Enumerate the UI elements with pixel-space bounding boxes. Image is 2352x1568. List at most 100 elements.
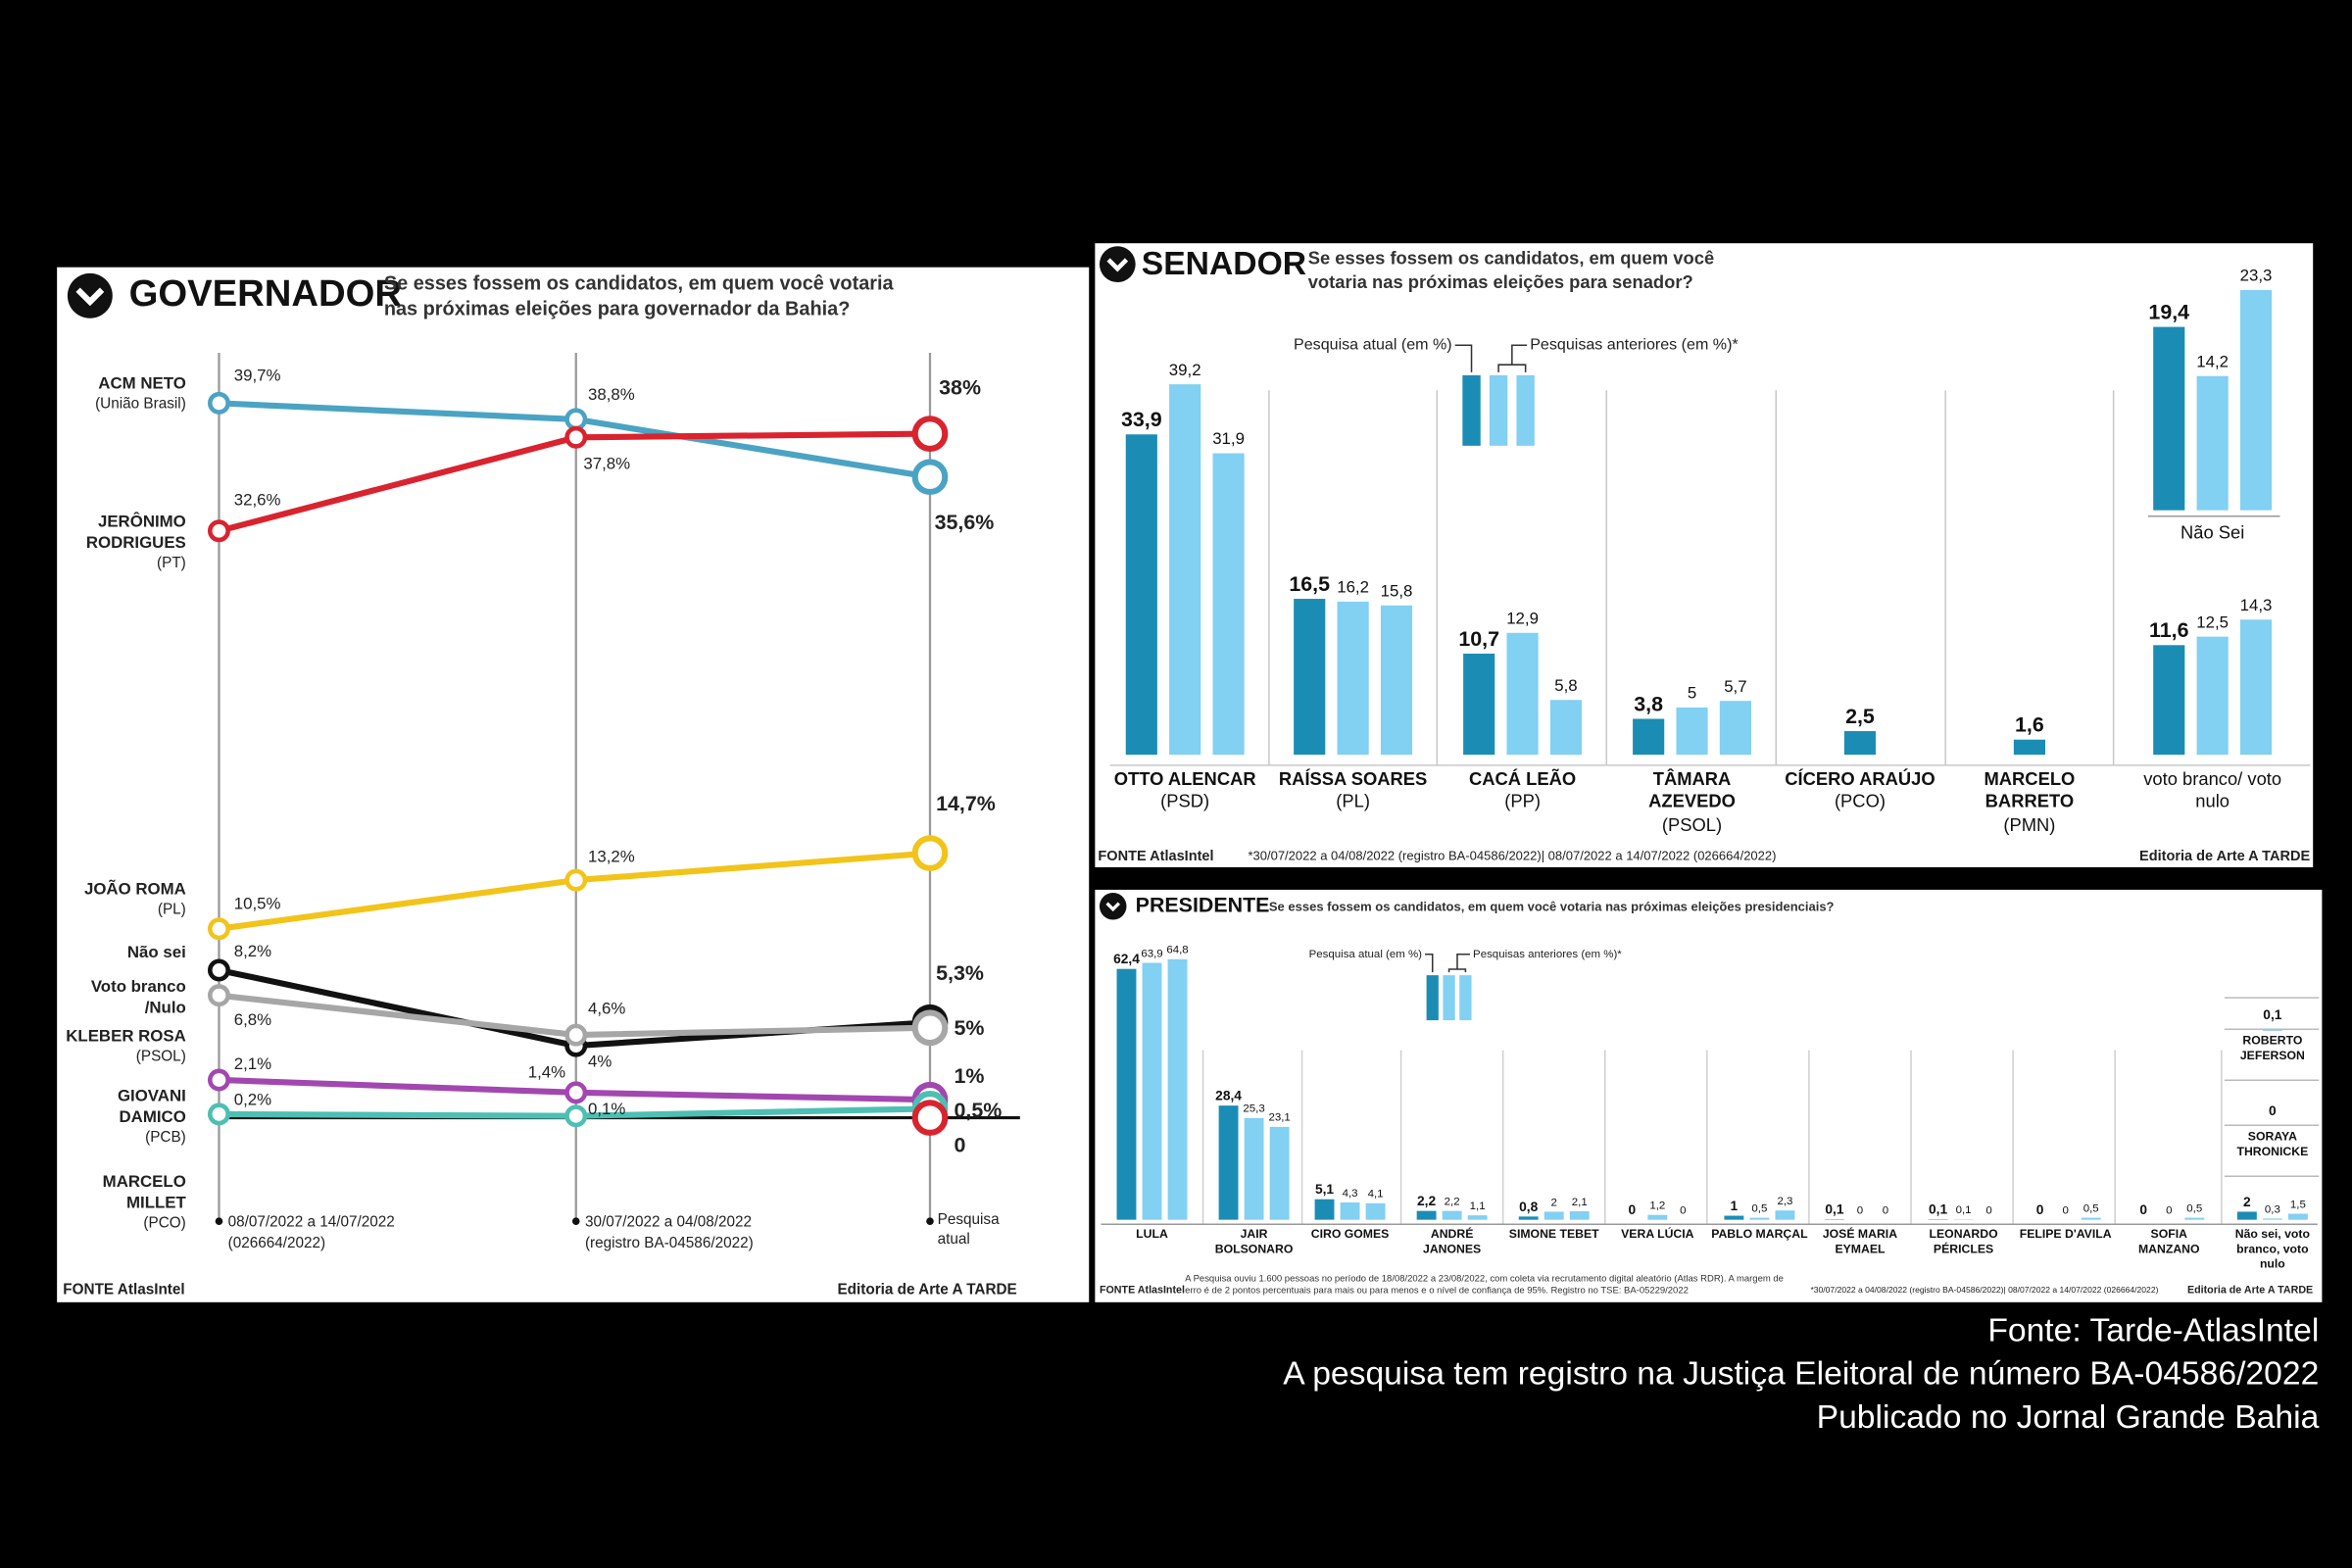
data-label: 23,3 — [2240, 267, 2273, 285]
data-point — [564, 1023, 588, 1047]
data-point — [564, 868, 588, 892]
data-label: 1 — [1731, 1199, 1739, 1213]
text-block: ROBERTO JEFERSON — [2239, 1033, 2305, 1063]
data-point — [911, 459, 949, 496]
data-label: 1,2 — [1649, 1200, 1665, 1212]
data-label: 0 — [2036, 1202, 2044, 1217]
x-tick-label: VERA LÚCIA — [1621, 1227, 1694, 1242]
bar — [1365, 1202, 1386, 1220]
data-label: 0,3 — [2265, 1203, 2280, 1215]
bar — [1549, 700, 1583, 756]
data-label: 2 — [2243, 1195, 2251, 1209]
x-tick-label: CÍCERO ARAÚJO — [1785, 767, 1936, 790]
bar — [1167, 958, 1188, 1220]
bar — [1314, 1199, 1335, 1220]
x-tick-label: SIMONE TEBET — [1508, 1227, 1599, 1242]
data-label: 32,6% — [234, 491, 281, 510]
data-label: 0,1 — [1929, 1202, 1947, 1217]
bar — [2081, 1217, 2101, 1220]
data-label: 1,1 — [1470, 1200, 1486, 1212]
data-label: 16,2 — [1337, 578, 1369, 597]
data-label: 23,1 — [1268, 1112, 1290, 1124]
legend-label: KLEBER ROSA — [66, 1027, 186, 1047]
text-block: Voto branco /Nulo — [91, 978, 186, 1017]
text-block: MARCELO BARRETO(PMN) — [1984, 767, 2076, 835]
text-block: ANDRÉ JANONES — [1402, 1227, 1501, 1257]
bar — [2196, 636, 2229, 756]
legend-label: ACM NETO — [98, 374, 186, 394]
bar — [1244, 1117, 1264, 1220]
legend-party: (PCB) — [145, 1129, 186, 1147]
data-label: 0 — [2139, 1202, 2147, 1217]
bar — [1442, 1210, 1462, 1220]
legend-label: Não sei — [126, 944, 186, 962]
text-block: Se esses fossem os candidatos, em quem v… — [384, 270, 902, 321]
data-label: 5,3% — [936, 961, 984, 985]
bar — [2184, 1217, 2205, 1220]
data-label: 63,9 — [1141, 948, 1162, 959]
bar — [1125, 434, 1157, 756]
legend-party: (União Brasil) — [95, 396, 186, 414]
data-label: 0,2% — [234, 1091, 271, 1109]
data-label: 5 — [1688, 684, 1696, 703]
text-block: PABLO MARÇAL — [1711, 1227, 1807, 1241]
text-block: RAÍSSA SOARES(PL) — [1279, 768, 1427, 812]
bar — [1142, 962, 1162, 1220]
text-block: JOÃO ROMA (PL) — [54, 879, 186, 921]
text-block: FELIPE D'AVILA — [2020, 1227, 2112, 1241]
bar — [1380, 605, 1413, 756]
text-block: TÂMARA AZEVEDO(PSOL) — [1648, 768, 1736, 835]
chart-title: SENADOR — [1142, 246, 1306, 282]
data-label: 38% — [939, 375, 981, 399]
legend-party: (PL) — [157, 902, 186, 918]
data-label: 0 — [1883, 1204, 1888, 1216]
legend-swatch — [1459, 975, 1472, 1021]
bar — [2153, 645, 2185, 756]
data-label: 5,7 — [1724, 677, 1746, 696]
bar — [1647, 1214, 1668, 1220]
legend-swatch — [1489, 374, 1508, 446]
data-point — [564, 425, 588, 449]
bar — [1116, 968, 1137, 1220]
x-tick-label: ROBERTO JEFERSON — [2239, 1033, 2305, 1063]
x-tick-label: 08/07/2022 a 14/07/2022 — [228, 1214, 395, 1231]
data-label: 35,6% — [935, 511, 995, 534]
bar — [1169, 384, 1201, 756]
x-tick-note: (026664/2022) — [228, 1235, 326, 1251]
x-tick-label: MARCELO BARRETO — [1984, 767, 2076, 812]
text-block: Pesquisa atual — [938, 1210, 1016, 1250]
data-label: 4% — [588, 1052, 612, 1070]
data-point — [207, 391, 230, 415]
text-block: Não sei — [54, 942, 186, 962]
data-label: 14,2 — [2196, 352, 2229, 370]
data-label: 16,5 — [1289, 572, 1330, 596]
data-label: 2,2 — [1417, 1194, 1436, 1208]
data-label: 0,1 — [2263, 1007, 2281, 1022]
text-block: VERA LÚCIA — [1608, 1227, 1707, 1243]
bar — [1269, 1126, 1290, 1220]
data-label: 0,1 — [1825, 1202, 1843, 1217]
bar — [2287, 1213, 2308, 1220]
bar — [1843, 731, 1877, 756]
bar — [1676, 707, 1708, 756]
data-label: 6,8% — [234, 1010, 271, 1029]
x-tick-label: JOSÉ MARIA EYMAEL — [1822, 1227, 1898, 1256]
legend-bracket — [1425, 953, 1434, 973]
data-label: 4,6% — [588, 1000, 625, 1018]
text-block: SIMONE TEBET — [1508, 1227, 1599, 1242]
data-label: 13,2% — [588, 848, 635, 866]
x-dot — [215, 1217, 223, 1225]
text-block: CACÁ LEÃO(PP) — [1469, 768, 1576, 812]
text-block: Pesquisa atual — [938, 1210, 1016, 1250]
text-block: Não Sei — [2130, 522, 2294, 546]
x-tick-label: CIRO GOMES — [1310, 1227, 1390, 1242]
data-label: 33,9 — [1121, 408, 1162, 431]
x-tick-label: ANDRÉ JANONES — [1423, 1227, 1482, 1256]
bar — [1749, 1217, 1770, 1220]
text-block: A Pesquisa ouviu 1.600 pessoas no períod… — [1185, 1274, 1784, 1297]
data-label: 62,4 — [1113, 952, 1140, 966]
chart-subtitle: Se esses fossem os candidatos, em quem v… — [1269, 900, 1835, 914]
footnote: *30/07/2022 a 04/08/2022 (registro BA-04… — [1810, 1285, 2158, 1295]
data-label: 14,3 — [2240, 596, 2273, 614]
